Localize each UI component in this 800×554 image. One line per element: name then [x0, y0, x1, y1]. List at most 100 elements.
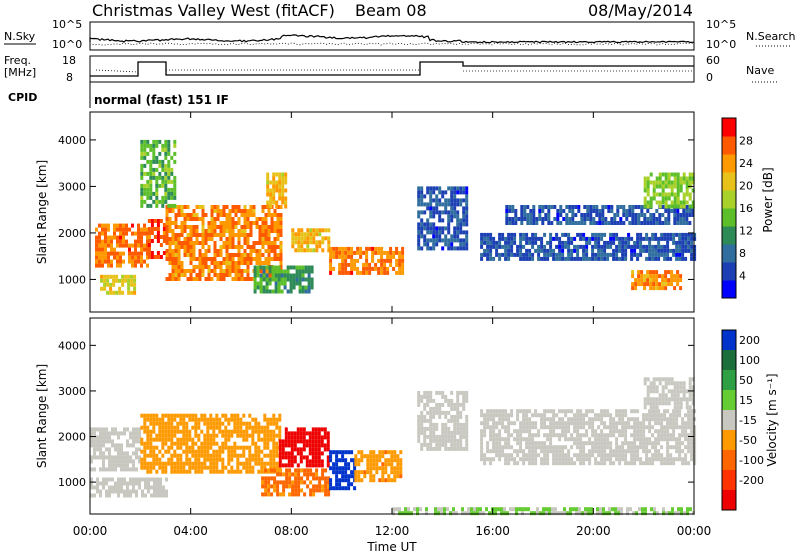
heatmap-cell: [125, 239, 128, 244]
heatmap-cell: [381, 470, 385, 475]
heatmap-cell: [310, 285, 314, 290]
heatmap-cell: [546, 453, 550, 458]
heatmap-cell: [116, 263, 119, 268]
heatmap-cell: [344, 466, 348, 471]
heatmap-cell: [429, 414, 433, 419]
heatmap-cell: [209, 441, 213, 446]
heatmap-cell: [135, 435, 138, 440]
heatmap-cell: [95, 243, 98, 248]
heatmap-cell: [651, 409, 655, 414]
heatmap-cell: [111, 467, 114, 472]
heatmap-cell: [341, 486, 345, 491]
heatmap-cell: [483, 457, 487, 462]
heatmap-cell: [273, 245, 277, 249]
heatmap-cell: [167, 457, 171, 462]
heatmap-cell: [195, 233, 199, 237]
heatmap-cell: [219, 233, 223, 237]
heatmap-cell: [606, 441, 610, 446]
heatmap-cell: [653, 507, 656, 512]
heatmap-cell: [369, 450, 373, 455]
heatmap-cell: [676, 209, 680, 213]
heatmap-cell: [599, 511, 602, 516]
heatmap-cell: [375, 458, 379, 463]
heatmap-cell: [318, 484, 322, 489]
heatmap-cell: [96, 489, 99, 494]
heatmap-cell: [633, 429, 637, 434]
heatmap-cell: [147, 477, 150, 482]
heatmap-cell: [194, 417, 198, 422]
heatmap-cell: [327, 240, 331, 245]
heatmap-cell: [276, 213, 280, 217]
heatmap-cell: [669, 445, 673, 450]
heatmap-cell: [177, 237, 181, 241]
heatmap-cell: [203, 461, 207, 466]
heatmap-cell: [426, 246, 430, 251]
heatmap-cell: [122, 223, 125, 228]
heatmap-cell: [267, 261, 271, 265]
heatmap-cell: [120, 463, 123, 468]
heatmap-cell: [514, 217, 518, 221]
heatmap-cell: [246, 225, 250, 229]
heatmap-cell: [687, 433, 691, 438]
heatmap-cell: [168, 241, 172, 245]
heatmap-cell: [624, 425, 628, 430]
heatmap-cell: [326, 435, 330, 440]
heatmap-cell: [579, 425, 583, 430]
heatmap-cell: [347, 478, 351, 483]
heatmap-cell: [201, 229, 205, 233]
heatmap-cell: [161, 429, 165, 434]
heatmap-cell: [170, 437, 174, 442]
heatmap-cell: [149, 453, 153, 458]
heatmap-cell: [660, 417, 664, 422]
heatmap-cell: [618, 461, 622, 466]
nsearch-label: N.Search: [746, 30, 796, 43]
heatmap-cell: [640, 282, 644, 287]
heatmap-cell: [616, 213, 620, 217]
heatmap-cell: [249, 205, 253, 209]
heatmap-cell: [114, 431, 117, 436]
heatmap-cell: [170, 453, 174, 458]
heatmap-cell: [124, 274, 128, 279]
heatmap-cell: [341, 258, 345, 263]
heatmap-cell: [453, 426, 457, 431]
heatmap-cell: [516, 461, 520, 466]
heatmap-cell: [467, 507, 470, 512]
heatmap-cell: [285, 472, 289, 477]
heatmap-cell: [645, 461, 649, 466]
heatmap-cell: [459, 222, 463, 227]
heatmap-cell: [299, 435, 303, 440]
heatmap-cell: [621, 441, 625, 446]
heatmap-cell: [338, 482, 342, 487]
heatmap-cell: [658, 393, 662, 398]
heatmap-cell: [398, 250, 402, 255]
heatmap-cell: [104, 255, 107, 260]
heatmap-cell: [350, 258, 354, 263]
heatmap-cell: [531, 232, 535, 237]
heatmap-cell: [299, 427, 303, 432]
heatmap-cell: [369, 454, 373, 459]
heatmap-cell: [540, 236, 544, 241]
heatmap-cell: [681, 417, 685, 422]
heatmap-cell: [195, 273, 199, 277]
heatmap-cell: [104, 239, 107, 244]
heatmap-cell: [655, 282, 659, 287]
heatmap-cell: [344, 254, 348, 259]
heatmap-cell: [636, 433, 640, 438]
heatmap-cell: [275, 441, 279, 446]
heatmap-cell: [219, 273, 223, 277]
heatmap-cell: [648, 449, 652, 454]
heatmap-cell: [663, 429, 667, 434]
heatmap-cell: [655, 217, 659, 221]
heatmap-cell: [585, 457, 589, 462]
heatmap-cell: [101, 251, 104, 256]
heatmap-cell: [567, 256, 571, 261]
heatmap-cell: [230, 449, 234, 454]
heatmap-cell: [276, 480, 280, 485]
heatmap-cell: [161, 175, 165, 180]
heatmap-cell: [262, 285, 266, 290]
heatmap-cell: [664, 401, 668, 406]
heatmap-cell: [110, 259, 113, 264]
heatmap-cell: [360, 454, 364, 459]
heatmap-cell: [306, 468, 310, 473]
heatmap-cell: [308, 459, 312, 464]
